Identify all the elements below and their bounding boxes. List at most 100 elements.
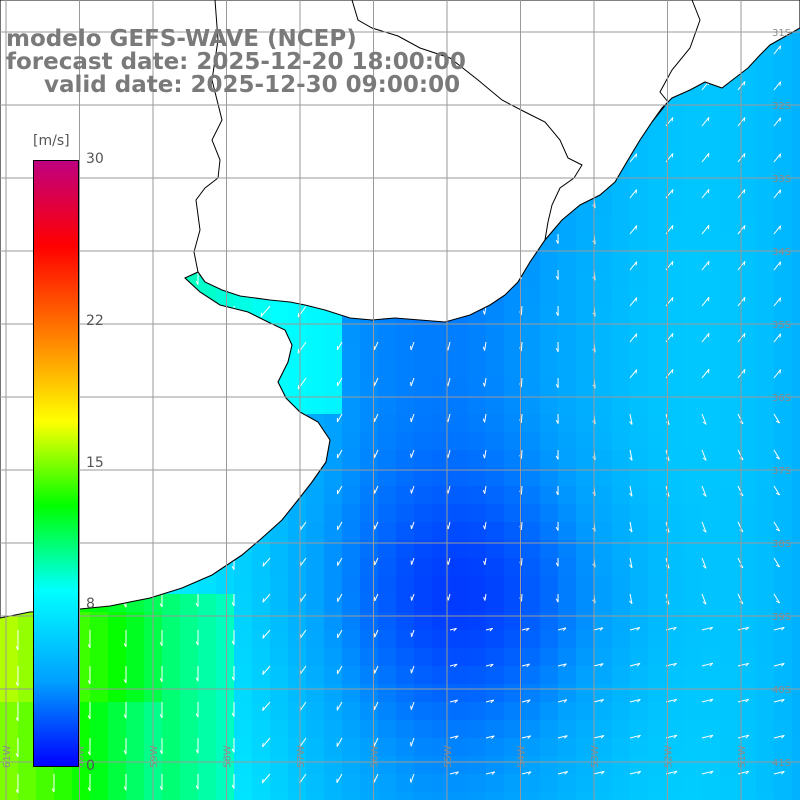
- wind-speed-cell: [630, 180, 649, 199]
- wind-speed-cell: [324, 630, 343, 649]
- wind-speed-cell: [216, 666, 235, 685]
- wind-speed-cell: [558, 432, 577, 451]
- wind-speed-cell: [594, 756, 613, 775]
- wind-speed-cell: [90, 792, 109, 800]
- wind-arrow-shaft: [373, 377, 379, 387]
- wind-arrow-head: [261, 778, 264, 784]
- wind-speed-cell: [756, 396, 775, 415]
- wind-arrow-head: [702, 421, 707, 425]
- wind-arrow-head: [707, 225, 710, 230]
- wind-speed-cell: [252, 792, 271, 800]
- wind-speed-cell: [576, 540, 595, 559]
- wind-speed-cell: [756, 234, 775, 253]
- wind-speed-cell: [594, 324, 613, 343]
- wind-speed-cell: [414, 414, 433, 433]
- wind-speed-cell: [738, 324, 757, 343]
- wind-arrow-head: [636, 699, 641, 703]
- wind-speed-cell: [648, 126, 667, 145]
- wind-speed-cell: [648, 504, 667, 523]
- wind-speed-cell: [720, 612, 739, 631]
- wind-speed-cell: [666, 360, 685, 379]
- wind-arrow-head: [159, 750, 163, 755]
- wind-speed-cell: [684, 108, 703, 127]
- wind-speed-cell: [522, 666, 541, 685]
- wind-speed-cell: [504, 774, 523, 793]
- wind-speed-cell: [414, 486, 433, 505]
- wind-speed-cell: [270, 558, 289, 577]
- wind-speed-cell: [702, 504, 721, 523]
- wind-speed-cell: [666, 180, 685, 199]
- wind-arrow-head: [455, 771, 459, 775]
- wind-speed-cell: [756, 648, 775, 667]
- wind-arrow-head: [707, 369, 710, 374]
- wind-speed-cell: [36, 774, 55, 793]
- wind-speed-cell: [666, 234, 685, 253]
- wind-speed-cell: [306, 648, 325, 667]
- wind-arrow-head: [629, 564, 633, 569]
- wind-speed-cell: [594, 630, 613, 649]
- wind-arrow-shaft: [557, 663, 567, 667]
- wind-speed-cell: [630, 612, 649, 631]
- wind-speed-cell: [216, 684, 235, 703]
- wind-speed-cell: [648, 342, 667, 361]
- wind-arrow-head: [410, 345, 412, 351]
- wind-arrow-shaft: [299, 701, 307, 711]
- wind-speed-cell: [720, 792, 739, 800]
- wind-speed-cell: [612, 216, 631, 235]
- wind-speed-cell: [432, 378, 451, 397]
- wind-speed-cell: [558, 378, 577, 397]
- wind-speed-cell: [594, 270, 613, 289]
- wind-speed-cell: [792, 396, 800, 415]
- wind-speed-cell: [720, 720, 739, 739]
- wind-speed-cell: [324, 324, 343, 343]
- wind-speed-cell: [522, 684, 541, 703]
- wind-speed-cell: [252, 648, 271, 667]
- wind-speed-cell: [432, 396, 451, 415]
- wind-arrow-shaft: [484, 485, 487, 494]
- wind-arrow-shaft: [773, 734, 785, 739]
- wind-speed-cell: [216, 576, 235, 595]
- wind-speed-cell: [720, 504, 739, 523]
- wind-arrow-head: [195, 749, 199, 754]
- wind-speed-cell: [450, 702, 469, 721]
- wind-speed-cell: [738, 360, 757, 379]
- wind-speed-cell: [576, 558, 595, 577]
- wind-speed-cell: [468, 576, 487, 595]
- wind-speed-cell: [306, 792, 325, 800]
- wind-speed-cell: [198, 702, 217, 721]
- wind-arrow-head: [635, 261, 638, 266]
- wind-speed-cell: [774, 468, 793, 487]
- wind-speed-cell: [342, 360, 361, 379]
- wind-speed-cell: [504, 558, 523, 577]
- wind-arrow-shaft: [629, 225, 638, 235]
- wind-speed-cell: [306, 306, 325, 325]
- wind-arrow-head: [410, 669, 412, 674]
- wind-speed-cell: [432, 432, 451, 451]
- wind-speed-cell: [108, 648, 127, 667]
- wind-arrow-head: [410, 632, 413, 637]
- wind-speed-cell: [612, 612, 631, 631]
- wind-speed-cell: [792, 486, 800, 505]
- wind-speed-cell: [360, 774, 379, 793]
- wind-arrow-shaft: [629, 261, 638, 271]
- wind-speed-cell: [666, 666, 685, 685]
- wind-speed-cell: [738, 468, 757, 487]
- wind-speed-cell: [270, 666, 289, 685]
- wind-speed-cell: [288, 666, 307, 685]
- wind-speed-cell: [36, 792, 55, 800]
- wind-arrow-shaft: [336, 413, 343, 423]
- wind-arrow-head: [410, 417, 412, 422]
- wind-speed-cell: [126, 738, 145, 757]
- wind-speed-cell: [378, 666, 397, 685]
- wind-arrow-head: [87, 715, 91, 720]
- map-title-block: modelo GEFS-WAVE (NCEP) forecast date: 2…: [6, 28, 466, 97]
- wind-arrow-shaft: [521, 699, 531, 703]
- wind-speed-cell: [630, 576, 649, 595]
- wind-speed-cell: [648, 738, 667, 757]
- wind-arrow-head: [491, 735, 495, 739]
- wind-speed-cell: [306, 522, 325, 541]
- wind-arrow-shaft: [484, 521, 487, 530]
- wind-speed-cell: [684, 594, 703, 613]
- wind-arrow-head: [779, 261, 782, 266]
- wind-arrow-shaft: [701, 188, 710, 199]
